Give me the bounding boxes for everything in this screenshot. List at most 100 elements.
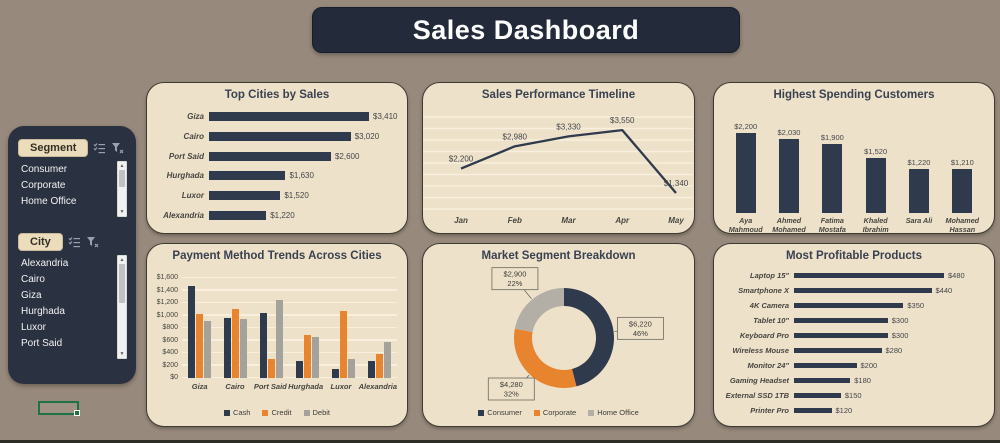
slicer-item-hurghada[interactable]: Hurghada: [21, 305, 65, 317]
bar-column: $1,520: [854, 107, 897, 213]
city-slicer-header[interactable]: City: [18, 233, 63, 251]
scroll-up-icon[interactable]: ▲: [119, 257, 125, 263]
bar-column: $1,220: [897, 107, 940, 213]
scroll-down-icon[interactable]: ▼: [119, 351, 125, 357]
category-label: Luxor: [181, 190, 204, 200]
scrollbar-thumb[interactable]: [119, 170, 125, 188]
multi-select-icon[interactable]: [93, 142, 106, 155]
category-label: 4K Camera: [749, 301, 789, 310]
legend-swatch: [262, 409, 269, 416]
bar: [822, 143, 843, 213]
slicer-item-alexandria[interactable]: Alexandria: [21, 257, 69, 269]
bar-row: Hurghada $1,630: [157, 171, 397, 181]
category-label: Monitor 24": [747, 361, 789, 370]
value-label: $280: [885, 346, 903, 355]
slicer-item-port-said[interactable]: Port Said: [21, 337, 63, 349]
chart-title: Sales Performance Timeline: [481, 89, 636, 101]
category-label: Keyboard Pro: [739, 331, 789, 340]
bar-credit: [303, 334, 311, 378]
chart-legend: Cash Credit Debit: [147, 408, 407, 417]
bar-cash: [224, 318, 232, 378]
data-label-box: [487, 377, 535, 401]
slicer-item-luxor[interactable]: Luxor: [21, 321, 47, 333]
value-label: $120: [835, 406, 853, 415]
data-label-value: $6,220: [629, 319, 652, 328]
top-cities-rows: Giza $3,410 Cairo $3,020 Port Said $2,600 Hurg…: [157, 107, 397, 225]
category-label: Tablet 10": [753, 316, 789, 325]
scrollbar-thumb[interactable]: [119, 264, 125, 303]
value-label: $440: [935, 286, 953, 295]
bar-credit: [339, 311, 347, 378]
bar-row: 4K Camera $350: [724, 301, 984, 310]
legend-swatch: [533, 409, 540, 416]
bar-row: Port Said $2,600: [157, 151, 397, 161]
legend-label: Credit: [271, 408, 292, 417]
bar: [735, 133, 756, 213]
legend-swatch: [588, 409, 595, 416]
value-label: $300: [891, 331, 909, 340]
scroll-up-icon[interactable]: ▲: [119, 163, 125, 169]
segment-slicer-header[interactable]: Segment: [18, 139, 89, 157]
multi-select-icon[interactable]: [68, 236, 81, 249]
slicer-item-cairo[interactable]: Cairo: [21, 273, 45, 285]
city-slicer-scrollbar[interactable]: ▲ ▼: [117, 255, 127, 359]
value-label: $300: [891, 316, 909, 325]
bar-row: Laptop 15" $480: [724, 271, 984, 280]
gridline: [182, 301, 397, 303]
value-label: $1,520: [864, 146, 888, 156]
value-label: $1,900: [820, 132, 844, 142]
clear-filter-icon[interactable]: [86, 236, 99, 249]
category-label: Cairo: [225, 382, 245, 391]
bar: [794, 302, 904, 309]
chart-card-payment: Payment Method Trends Across Cities $0 $2…: [146, 243, 408, 427]
value-label: $200: [860, 361, 878, 370]
bar: [865, 157, 886, 213]
bar-cash: [188, 286, 196, 378]
axis-tick-label: $200: [162, 361, 178, 369]
bar-row: External SSD 1TB $150: [724, 391, 984, 400]
customer-names: Aya Mahmoud Ahmed Mohamed Fatima Mostafa Kh…: [724, 216, 984, 234]
value-label: $1,630: [289, 171, 314, 181]
legend-item: Cash: [223, 408, 250, 417]
gridline: [182, 314, 397, 316]
bar-row: Alexandria $1,220: [157, 210, 397, 220]
category-label: Gaming Headset: [729, 376, 789, 385]
value-label: $2,200: [449, 155, 474, 164]
slicer-item-home-office[interactable]: Home Office: [21, 195, 77, 207]
gridline: [182, 326, 397, 328]
chart-card-segments: Market Segment Breakdown $6,220 46% $4,280…: [422, 243, 695, 427]
bar: [794, 362, 857, 369]
bar-row: Tablet 10" $300: [724, 316, 984, 325]
donut-slice-consumer: [564, 288, 614, 387]
legend-swatch: [478, 409, 485, 416]
category-label: Giza: [191, 382, 208, 391]
slicer-item-giza[interactable]: Giza: [21, 289, 42, 301]
legend-item: Home Office: [588, 408, 639, 417]
category-label: Wireless Mouse: [732, 346, 789, 355]
category-label: Cairo: [183, 131, 204, 141]
legend-item: Consumer: [478, 408, 522, 417]
segment-slicer-scrollbar[interactable]: ▲ ▼: [117, 161, 127, 217]
clear-filter-icon[interactable]: [111, 142, 124, 155]
selected-cell[interactable]: [38, 401, 80, 416]
category-label: Printer Pro: [750, 406, 789, 415]
bar-group: [254, 278, 290, 378]
segment-slicer-list: Consumer Corporate Home Office: [18, 161, 113, 217]
bar-row: Wireless Mouse $280: [724, 346, 984, 355]
bar-group: [361, 278, 397, 378]
legend-item: Debit: [303, 408, 330, 417]
category-label: Sara Ali: [905, 216, 933, 225]
city-slicer-list: Alexandria Cairo Giza Hurghada Luxor Port Sai…: [18, 255, 113, 359]
scroll-down-icon[interactable]: ▼: [119, 209, 125, 215]
axis-tick-label: $1,600: [156, 274, 178, 281]
slicer-item-corporate[interactable]: Corporate: [21, 179, 66, 191]
slicer-item-consumer[interactable]: Consumer: [21, 163, 68, 175]
value-label: $350: [907, 301, 925, 310]
value-label: $150: [844, 391, 862, 400]
data-label-box: [491, 267, 539, 291]
axis-tick-label: $800: [162, 324, 178, 331]
category-labels: Giza Cairo Port Said Hurghada Luxor Alexandri…: [182, 382, 397, 391]
bar-debit: [311, 336, 319, 378]
axis-tick-label: $1,000: [156, 311, 178, 319]
category-label: Ahmed Mohamed: [772, 216, 806, 234]
